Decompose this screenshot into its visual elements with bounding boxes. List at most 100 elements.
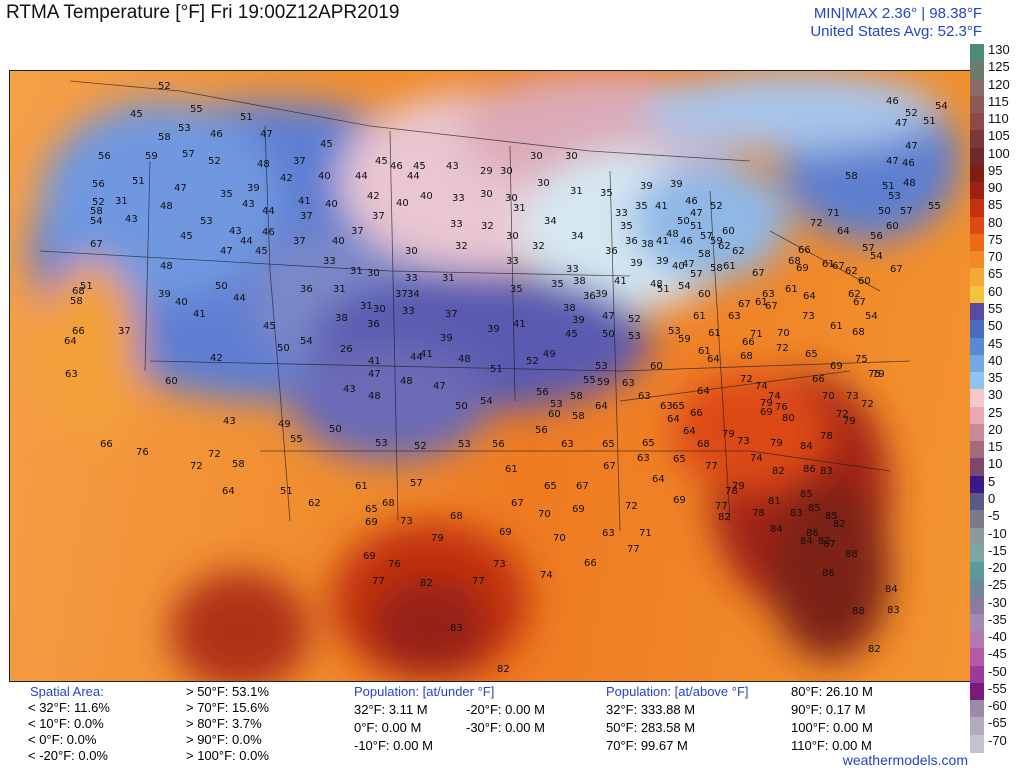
temperature-label: 54 xyxy=(870,251,883,262)
temperature-label: 60 xyxy=(698,289,711,300)
temperature-label: 58 xyxy=(572,411,585,422)
color-scale-swatch xyxy=(970,579,984,598)
temperature-label: 82 xyxy=(718,512,731,523)
temperature-label: 61 xyxy=(785,284,798,295)
temperature-label: 41 xyxy=(368,356,381,367)
temperature-label: 39 xyxy=(487,324,500,335)
color-scale: 130 125 120 115 110 105 100 95 90 85 80 75 70 65 60 55 5… xyxy=(970,43,1018,753)
temperature-label: 84 xyxy=(800,536,813,547)
temperature-label: 62 xyxy=(732,246,745,257)
temperature-label: 36 xyxy=(583,291,596,302)
temperature-label: 84 xyxy=(885,584,898,595)
temperature-label: 68 xyxy=(852,327,865,338)
temperature-label: 64 xyxy=(595,401,608,412)
temperature-label: 61 xyxy=(355,481,368,492)
temperature-label: 47 xyxy=(690,208,703,219)
temperature-label: 67 xyxy=(511,498,524,509)
temperature-map[interactable]: 52 45 55 51 53 58 46 47 57 52 56 59 45 37 45 46 45 43 29 30… xyxy=(9,70,971,682)
temperature-label: 50 xyxy=(329,424,342,435)
temperature-label: 66 xyxy=(72,326,85,337)
temperature-label: 88 xyxy=(852,606,865,617)
temperature-label: 60 xyxy=(858,276,871,287)
temperature-label: 57 xyxy=(410,478,423,489)
temperature-label: 70 xyxy=(822,391,835,402)
temperature-label: 69 xyxy=(365,517,378,528)
temperature-label: 52 xyxy=(158,81,171,92)
temperature-label: 74 xyxy=(755,381,768,392)
color-scale-swatch xyxy=(970,113,984,132)
temperature-label: 54 xyxy=(935,101,948,112)
color-scale-swatch xyxy=(970,406,984,425)
temperature-label: 72 xyxy=(740,374,753,385)
color-scale-label: 20 xyxy=(988,421,1003,437)
map-shading xyxy=(30,71,960,681)
temperature-label: 41 xyxy=(298,196,311,207)
temperature-label: 51 xyxy=(80,281,93,292)
temperature-label: 36 xyxy=(605,246,618,257)
temperature-label: 48 xyxy=(458,354,471,365)
temperature-label: 37 xyxy=(445,309,458,320)
footer-stats: Spatial Area: < 32°F: 11.6% < 10°F: 0.0%… xyxy=(0,684,1024,768)
temperature-label: 38 xyxy=(641,239,654,250)
temperature-label: 79 xyxy=(770,438,783,449)
color-scale-swatch xyxy=(970,285,984,305)
population-row: 70°F: 99.67 M xyxy=(606,738,688,753)
temperature-label: 45 xyxy=(263,321,276,332)
temperature-label: 47 xyxy=(886,156,899,167)
temperature-label: 42 xyxy=(367,191,380,202)
temperature-label: 59 xyxy=(145,151,158,162)
temperature-label: 59 xyxy=(678,334,691,345)
temperature-label: 32 xyxy=(455,241,468,252)
temperature-label: 63 xyxy=(561,439,574,450)
temperature-label: 62 xyxy=(845,266,858,277)
temperature-label: 37 xyxy=(118,326,131,337)
temperature-label: 34 xyxy=(544,216,557,227)
temperature-label: 63 xyxy=(622,378,635,389)
color-scale-swatch xyxy=(970,596,984,615)
temperature-label: 61 xyxy=(505,464,518,475)
temperature-label: 57 xyxy=(690,269,703,280)
temperature-label: 32 xyxy=(481,221,494,232)
population-row: 50°F: 283.58 M xyxy=(606,720,696,735)
temperature-label: 58 xyxy=(710,263,723,274)
temperature-label: 75 xyxy=(855,354,868,365)
temperature-label: 82 xyxy=(420,578,433,589)
credit-link[interactable]: weathermodels.com xyxy=(842,752,968,768)
temperature-label: 39 xyxy=(158,289,171,300)
temperature-label: 46 xyxy=(390,161,403,172)
temperature-label: 51 xyxy=(280,486,293,497)
temperature-label: 47 xyxy=(905,141,918,152)
temperature-label: 61 xyxy=(822,259,835,270)
temperature-label: 69 xyxy=(499,527,512,538)
temperature-label: 69 xyxy=(673,495,686,506)
temperature-label: 63 xyxy=(638,391,651,402)
temperature-label: 68 xyxy=(450,511,463,522)
temperature-label: 44 xyxy=(410,352,423,363)
color-scale-swatch xyxy=(970,510,984,529)
color-scale-swatch xyxy=(970,268,984,287)
color-scale-swatch xyxy=(970,216,984,235)
color-scale-swatch xyxy=(970,544,984,564)
temperature-label: 32 xyxy=(532,241,545,252)
temperature-label: 76 xyxy=(775,402,788,413)
temperature-label: 30 xyxy=(537,178,550,189)
temperature-label: 56 xyxy=(870,231,883,242)
temperature-label: 44 xyxy=(233,293,246,304)
temperature-label: 56 xyxy=(536,387,549,398)
temperature-label: 51 xyxy=(657,284,670,295)
temperature-label: 52 xyxy=(710,201,723,212)
temperature-label: 48 xyxy=(368,391,381,402)
color-scale-swatch xyxy=(970,320,984,339)
temperature-label: 36 xyxy=(367,319,380,330)
temperature-label: 86 xyxy=(803,464,816,475)
temperature-label: 72 xyxy=(190,461,203,472)
summary-stats: MIN|MAX 2.36° | 98.38°F United States Av… xyxy=(810,5,982,41)
color-scale-label: 55 xyxy=(988,301,1003,317)
color-scale-label: 50 xyxy=(988,318,1003,334)
population-row: 90°F: 0.17 M xyxy=(791,702,866,717)
color-scale-label: 5 xyxy=(988,473,996,489)
temperature-label: 40 xyxy=(672,261,685,272)
temperature-label: 42 xyxy=(280,173,293,184)
temperature-label: 40 xyxy=(175,297,188,308)
temperature-label: 37 xyxy=(300,211,313,222)
